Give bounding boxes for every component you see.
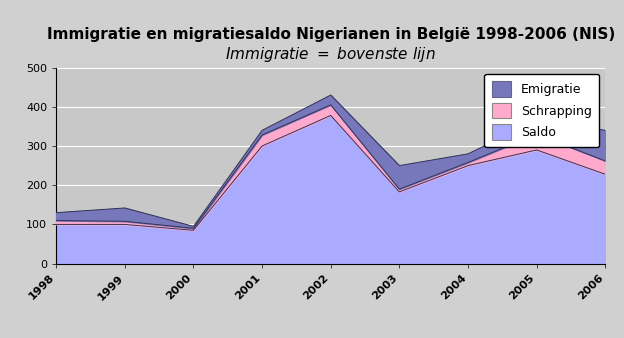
Title: Immigratie en migratiesaldo Nigerianen in België 1998-2006 (NIS)
$\bf{\it{Immigr: Immigratie en migratiesaldo Nigerianen i… bbox=[47, 27, 615, 64]
Legend: Emigratie, Schrapping, Saldo: Emigratie, Schrapping, Saldo bbox=[484, 74, 599, 147]
